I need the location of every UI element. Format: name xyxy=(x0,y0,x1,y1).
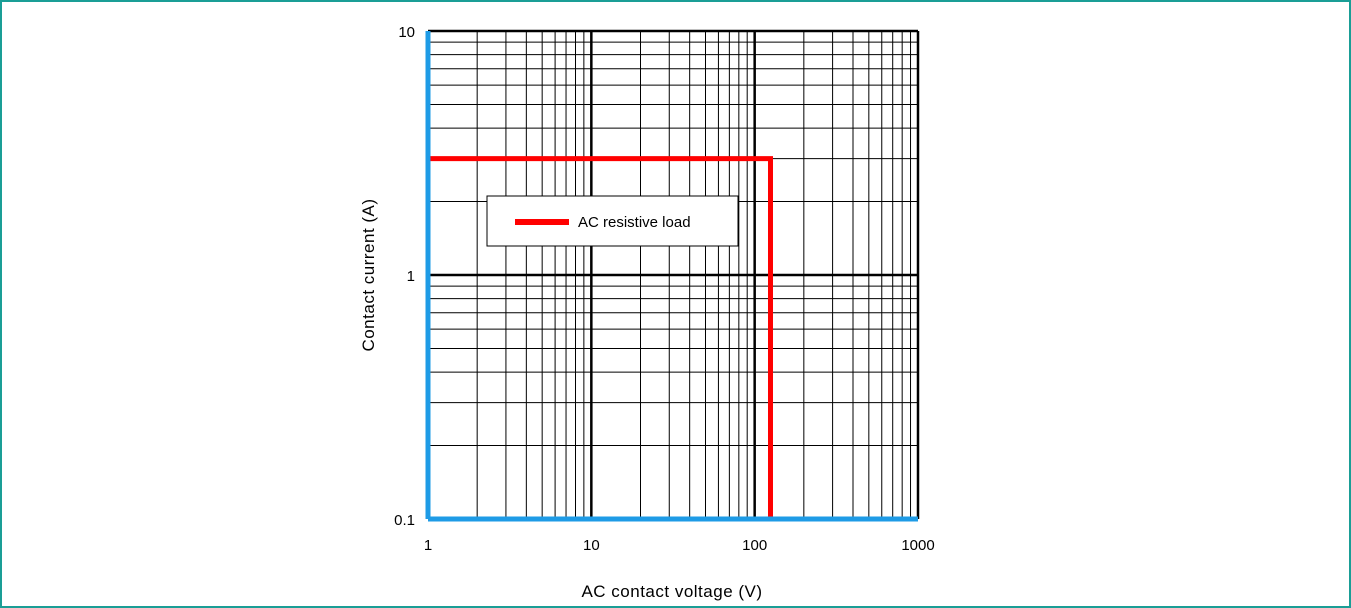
axes xyxy=(425,31,918,522)
x-tick-label: 1000 xyxy=(901,537,934,554)
y-tick-label: 1 xyxy=(407,268,415,285)
x-tick-labels: 1 10 100 1000 xyxy=(424,537,935,554)
series-layer xyxy=(428,156,773,519)
y-tick-labels: 0.1 1 10 xyxy=(394,24,415,529)
x-tick-label: 100 xyxy=(742,537,767,554)
x-axis-title: AC contact voltage (V) xyxy=(581,582,762,601)
x-tick-label: 1 xyxy=(424,537,432,554)
x-tick-label: 10 xyxy=(583,537,600,554)
legend-label: AC resistive load xyxy=(578,214,691,231)
legend: AC resistive load xyxy=(486,195,739,247)
y-axis-title: Contact current (A) xyxy=(359,198,378,351)
series-line xyxy=(428,156,773,519)
major-grid xyxy=(428,29,920,519)
y-tick-label: 10 xyxy=(398,24,415,41)
y-tick-label: 0.1 xyxy=(394,512,415,529)
